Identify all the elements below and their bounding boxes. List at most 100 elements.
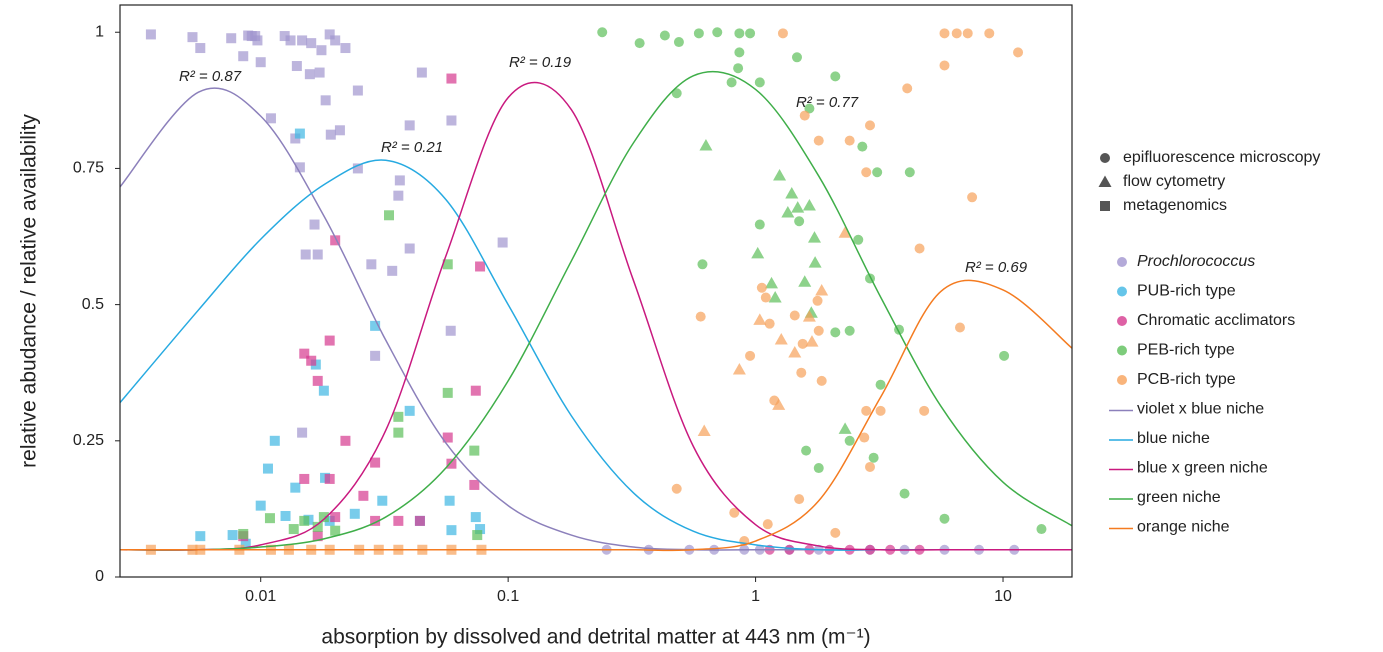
point-square	[238, 528, 249, 539]
point-square	[404, 405, 415, 416]
point-square	[294, 162, 305, 173]
point-circle	[951, 28, 962, 39]
point-circle	[859, 432, 870, 443]
point-circle	[813, 135, 824, 146]
point-circle	[693, 28, 704, 39]
point-circle	[939, 60, 950, 71]
point-circle	[984, 28, 995, 39]
legend-label: blue x green niche	[1137, 460, 1268, 477]
point-circle	[865, 120, 876, 131]
point-circle	[764, 318, 775, 329]
y-tick-label: 0.75	[73, 160, 104, 177]
point-circle	[861, 405, 872, 416]
legend-label: green niche	[1137, 489, 1221, 506]
point-square	[444, 495, 455, 506]
point-square	[470, 385, 481, 396]
point-circle	[712, 27, 723, 38]
point-circle	[830, 527, 841, 538]
point-triangle	[838, 226, 852, 238]
point-circle	[872, 167, 883, 178]
point-triangle	[815, 283, 829, 296]
point-circle	[762, 519, 773, 530]
point-square	[255, 57, 266, 68]
point-square	[469, 479, 480, 490]
point-circle	[844, 135, 855, 146]
point-circle	[844, 435, 855, 446]
point-square	[195, 531, 206, 542]
point-square	[370, 350, 381, 361]
point-triangle	[781, 206, 795, 218]
point-square	[265, 113, 276, 124]
x-axis-label: absorption by dissolved and detrital mat…	[321, 626, 870, 649]
point-square	[370, 457, 381, 468]
point-triangle	[791, 201, 805, 213]
point-triangle	[774, 332, 788, 345]
point-square	[475, 524, 486, 535]
point-square	[290, 482, 301, 493]
point-square	[446, 525, 457, 536]
point-circle	[797, 338, 808, 349]
legend-swatch	[1117, 286, 1127, 297]
point-triangle	[732, 362, 746, 375]
point-triangle	[807, 231, 821, 243]
point-square	[314, 67, 325, 78]
point-circle	[813, 325, 824, 336]
point-square	[297, 427, 308, 438]
point-circle	[760, 292, 771, 303]
point-square	[442, 432, 453, 443]
point-square	[264, 513, 275, 524]
point-square	[324, 515, 335, 526]
point-square	[309, 219, 320, 230]
point-circle	[745, 28, 756, 39]
legend-marker	[1100, 201, 1110, 211]
point-circle	[794, 494, 805, 505]
point-square	[445, 325, 456, 336]
point-square	[404, 243, 415, 254]
point-triangle	[772, 398, 786, 410]
point-square	[324, 473, 335, 484]
point-square	[393, 411, 404, 422]
point-square	[352, 163, 363, 174]
niche-curve	[120, 81, 1072, 551]
point-square	[442, 259, 453, 270]
legend-label: blue niche	[1137, 430, 1210, 447]
point-circle	[939, 513, 950, 524]
point-square	[370, 515, 381, 526]
point-square	[195, 43, 206, 54]
point-triangle	[798, 275, 812, 287]
point-square	[304, 69, 315, 80]
point-triangle	[765, 276, 779, 289]
plot-frame	[119, 4, 1073, 578]
point-circle	[1013, 47, 1024, 58]
point-square	[285, 35, 296, 46]
point-triangle	[773, 169, 787, 181]
point-triangle	[802, 198, 816, 211]
point-square	[334, 125, 345, 136]
point-circle	[813, 463, 824, 474]
x-tick-label: 0.01	[245, 588, 276, 605]
point-circle	[726, 77, 737, 88]
point-square	[306, 355, 317, 366]
legend-label: epifluorescence microscopy	[1123, 149, 1320, 166]
point-square	[318, 385, 329, 396]
point-circle	[597, 27, 608, 38]
point-square	[269, 435, 280, 446]
point-square	[330, 235, 341, 246]
legend-label: metagenomics	[1123, 197, 1227, 214]
point-square	[366, 259, 377, 270]
point-square	[416, 67, 427, 78]
point-square	[393, 427, 404, 438]
point-circle	[671, 88, 682, 99]
point-square	[340, 43, 351, 54]
point-circle	[697, 259, 708, 270]
point-square	[299, 515, 310, 526]
point-circle	[789, 310, 800, 321]
point-square	[291, 61, 302, 72]
point-triangle	[768, 291, 782, 303]
point-square	[252, 35, 263, 46]
point-triangle	[699, 139, 713, 151]
point-square	[330, 525, 341, 536]
point-circle	[745, 350, 756, 361]
point-square	[312, 249, 323, 260]
